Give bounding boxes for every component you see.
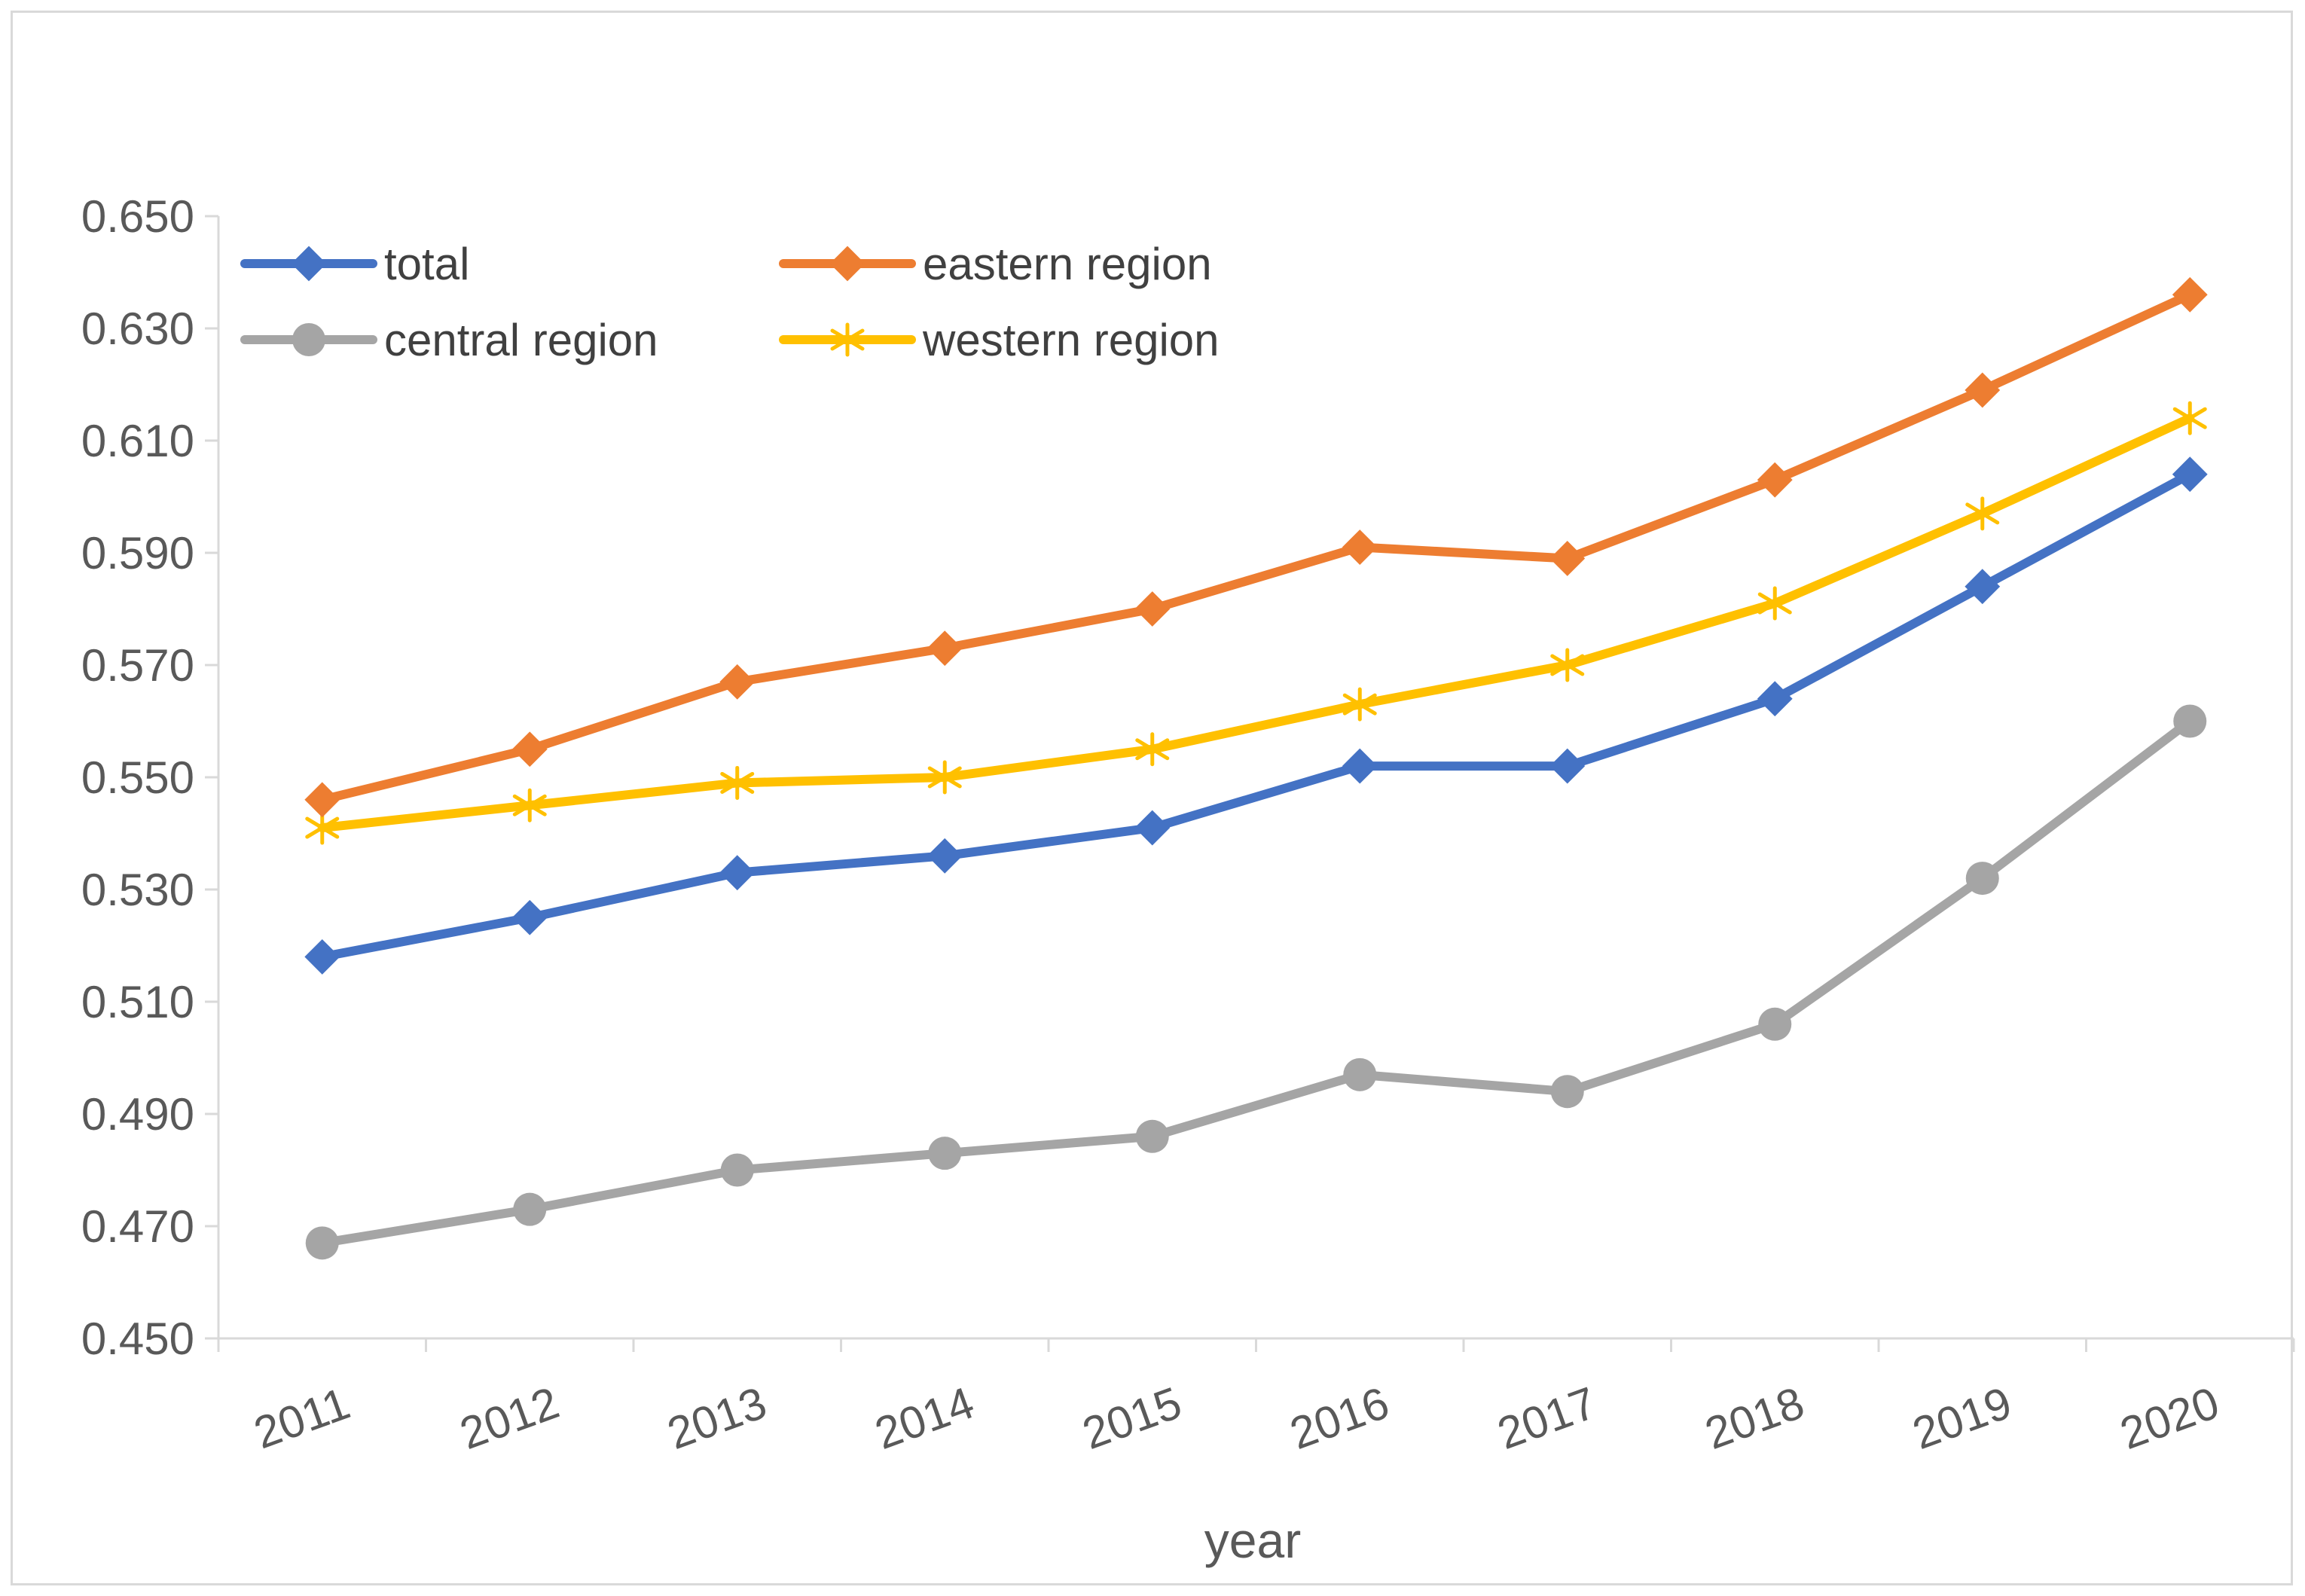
y-tick-label: 0.610 bbox=[81, 416, 194, 466]
data-point-western-region bbox=[1342, 687, 1377, 722]
x-tick-label: 2020 bbox=[2114, 1377, 2225, 1459]
data-point-total bbox=[304, 938, 340, 975]
data-point-total bbox=[719, 855, 756, 891]
x-tick-label: 2016 bbox=[1284, 1377, 1395, 1459]
data-point-eastern-region bbox=[927, 630, 963, 667]
legend: total eastern region central region western… bbox=[240, 239, 1220, 365]
series-line-total bbox=[317, 469, 2195, 962]
legend-swatch-marker bbox=[292, 323, 325, 356]
data-point-total bbox=[1134, 810, 1171, 846]
y-tick-label: 0.570 bbox=[81, 640, 194, 691]
series-eastern-region bbox=[304, 276, 2208, 818]
x-axis-title: year bbox=[1204, 1512, 1301, 1568]
legend-swatch-marker bbox=[291, 246, 327, 282]
y-tick-label: 0.630 bbox=[81, 304, 194, 354]
data-point-western-region bbox=[927, 760, 962, 795]
data-point-total bbox=[1757, 681, 1793, 717]
star-marker-stroke bbox=[1342, 693, 1377, 716]
data-point-central-region bbox=[720, 1153, 754, 1187]
legend-swatch-marker bbox=[830, 322, 865, 357]
data-point-central-region bbox=[1550, 1075, 1584, 1109]
data-point-western-region bbox=[2172, 401, 2207, 435]
x-tick-label: 2017 bbox=[1491, 1377, 1603, 1459]
y-tick-label: 0.450 bbox=[81, 1314, 194, 1364]
series-line-central-region bbox=[317, 716, 2195, 1248]
data-point-eastern-region bbox=[2172, 276, 2208, 313]
series-line-western-region bbox=[317, 413, 2195, 833]
data-point-central-region bbox=[1343, 1057, 1377, 1091]
data-point-central-region bbox=[513, 1192, 547, 1226]
star-marker-stroke bbox=[927, 766, 962, 789]
y-tick-label: 0.590 bbox=[81, 528, 194, 578]
y-tick-label: 0.470 bbox=[81, 1201, 194, 1252]
series-layer bbox=[304, 276, 2208, 1260]
x-tick-label: 2011 bbox=[248, 1378, 356, 1458]
star-marker-stroke bbox=[512, 794, 547, 816]
legend-item-western-region[interactable]: western region bbox=[779, 315, 1220, 365]
x-tick-label: 2014 bbox=[869, 1377, 980, 1459]
data-point-total bbox=[1549, 748, 1586, 784]
axes: 0.450 0.470 0.490 0.510 0.530 0.550 0.570 0.590… bbox=[81, 191, 2295, 1459]
data-point-western-region bbox=[720, 765, 755, 800]
series-total bbox=[304, 456, 2208, 975]
y-tick-label: 0.490 bbox=[81, 1089, 194, 1140]
x-tick-label: 2012 bbox=[453, 1377, 565, 1459]
y-tick-label: 0.550 bbox=[81, 752, 194, 803]
legend-label: central region bbox=[384, 315, 658, 365]
data-point-western-region bbox=[512, 788, 547, 822]
data-point-total bbox=[1342, 748, 1378, 784]
data-point-western-region bbox=[1135, 732, 1170, 767]
data-point-eastern-region bbox=[1757, 462, 1793, 498]
data-point-central-region bbox=[1758, 1007, 1792, 1041]
data-point-eastern-region bbox=[1965, 372, 2001, 408]
star-marker-stroke bbox=[1135, 738, 1170, 761]
data-point-central-region bbox=[2173, 704, 2207, 738]
legend-label: eastern region bbox=[923, 239, 1212, 289]
series-central-region bbox=[305, 704, 2207, 1260]
data-point-total bbox=[1965, 569, 2001, 605]
star-marker-stroke bbox=[1550, 654, 1585, 676]
data-point-central-region bbox=[1135, 1119, 1169, 1153]
data-point-eastern-region bbox=[304, 782, 340, 818]
data-point-central-region bbox=[928, 1137, 962, 1170]
x-tick-label: 2019 bbox=[1907, 1377, 2018, 1459]
legend-label: total bbox=[384, 239, 469, 289]
data-point-total bbox=[2172, 456, 2208, 493]
y-tick-label: 0.530 bbox=[81, 865, 194, 915]
data-point-total bbox=[511, 899, 548, 935]
data-point-eastern-region bbox=[1134, 591, 1171, 627]
star-marker-stroke bbox=[2172, 407, 2207, 429]
data-point-eastern-region bbox=[719, 664, 756, 700]
y-tick-label: 0.650 bbox=[81, 191, 194, 242]
data-point-eastern-region bbox=[511, 731, 548, 767]
star-marker-stroke bbox=[830, 328, 865, 351]
star-marker-stroke bbox=[720, 771, 755, 794]
legend-item-central-region[interactable]: central region bbox=[240, 315, 658, 365]
star-marker-stroke bbox=[1757, 592, 1792, 615]
data-point-western-region bbox=[1550, 648, 1585, 682]
data-point-total bbox=[927, 838, 963, 874]
data-point-central-region bbox=[1965, 862, 1999, 896]
data-point-eastern-region bbox=[1549, 541, 1586, 576]
x-tick-label: 2018 bbox=[1699, 1377, 1810, 1459]
series-line-eastern-region bbox=[317, 290, 2195, 804]
star-marker-stroke bbox=[1965, 502, 2000, 525]
legend-item-total[interactable]: total bbox=[240, 239, 469, 289]
data-point-western-region bbox=[305, 810, 340, 845]
legend-item-eastern-region[interactable]: eastern region bbox=[779, 239, 1212, 289]
star-marker-stroke bbox=[305, 816, 340, 839]
legend-swatch-marker bbox=[829, 246, 866, 282]
legend-label: western region bbox=[922, 315, 1220, 365]
series-western-region bbox=[305, 401, 2207, 845]
data-point-western-region bbox=[1965, 496, 2000, 531]
data-point-eastern-region bbox=[1342, 529, 1378, 565]
data-point-western-region bbox=[1757, 586, 1792, 621]
x-tick-label: 2015 bbox=[1076, 1377, 1188, 1459]
data-point-central-region bbox=[305, 1226, 339, 1260]
y-tick-label: 0.510 bbox=[81, 977, 194, 1027]
x-tick-label: 2013 bbox=[661, 1377, 773, 1459]
chart-frame bbox=[11, 11, 2293, 1585]
